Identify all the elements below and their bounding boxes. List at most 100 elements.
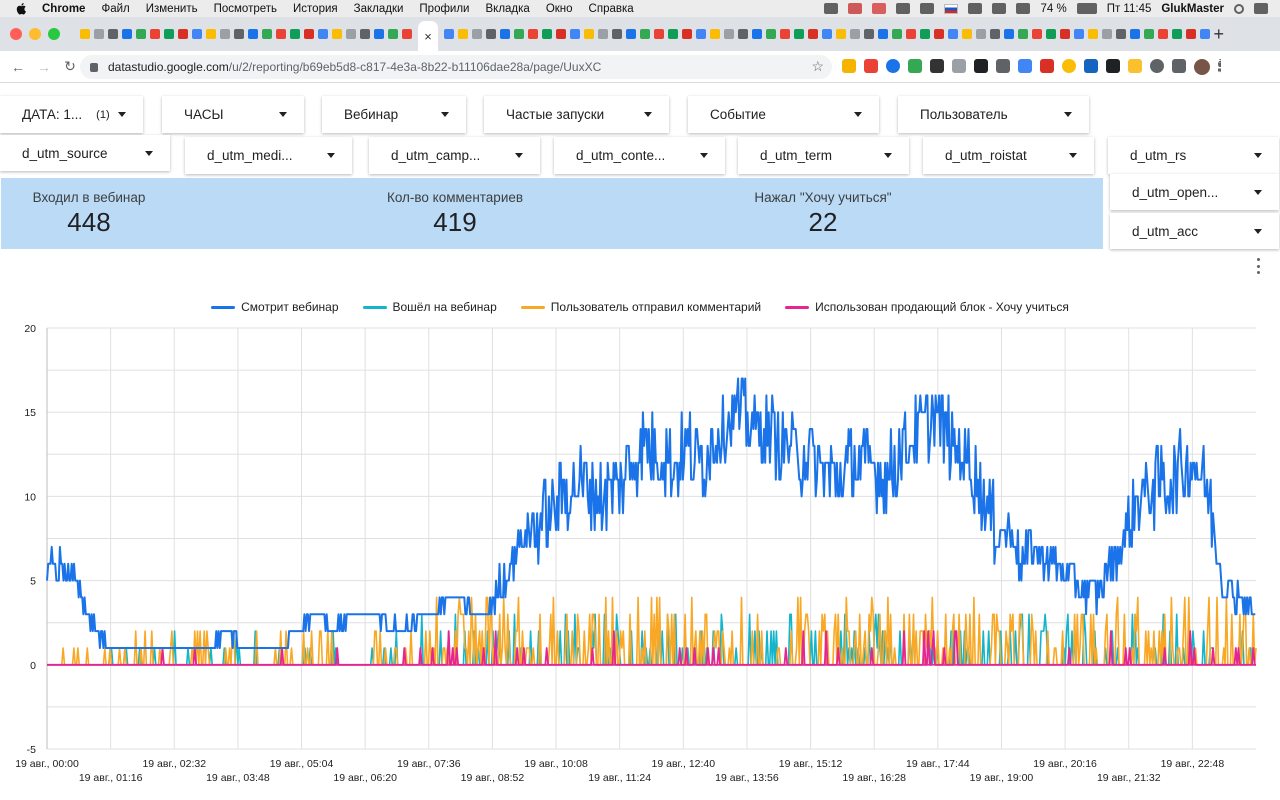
creative-cloud-icon[interactable]	[824, 3, 839, 14]
pinned-tab-favicon-icon[interactable]	[864, 29, 874, 39]
pinned-tab-favicon-icon[interactable]	[234, 29, 244, 39]
pinned-tab-favicon-icon[interactable]	[962, 29, 972, 39]
volume-icon[interactable]	[1016, 3, 1031, 14]
pinned-tab-favicon-icon[interactable]	[290, 29, 300, 39]
pinned-tab-favicon-icon[interactable]	[1158, 29, 1168, 39]
zoom-window-button[interactable]	[48, 28, 60, 40]
arrow-extension-icon[interactable]	[974, 59, 988, 73]
filter-user[interactable]: Пользователь	[898, 96, 1089, 133]
pinned-tab-favicon-icon[interactable]	[486, 29, 496, 39]
pinned-tab-favicon-icon[interactable]	[164, 29, 174, 39]
pinned-tab-favicon-icon[interactable]	[976, 29, 986, 39]
pinned-tab-favicon-icon[interactable]	[850, 29, 860, 39]
filter-date[interactable]: ДАТА: 1... (1)	[0, 96, 143, 133]
chrome-menu-icon[interactable]	[1218, 59, 1222, 73]
shield-extension-icon[interactable]	[1128, 59, 1142, 73]
bookmark-star-icon[interactable]: ☆	[811, 58, 824, 74]
xpath-extension-icon[interactable]	[930, 59, 944, 73]
pinned-tab-favicon-icon[interactable]	[836, 29, 846, 39]
pinned-tab-favicon-icon[interactable]	[556, 29, 566, 39]
pinned-tab-favicon-icon[interactable]	[304, 29, 314, 39]
extension-status-icon[interactable]	[848, 3, 863, 14]
gmail-status-icon[interactable]	[872, 3, 887, 14]
puzzle-extensions-icon[interactable]	[1172, 59, 1186, 73]
pinned-tab-favicon-icon[interactable]	[668, 29, 678, 39]
wifi-icon[interactable]	[992, 3, 1007, 14]
menu-history[interactable]: История	[293, 2, 338, 15]
pinned-tab-favicon-icon[interactable]	[1116, 29, 1126, 39]
pinned-tab-favicon-icon[interactable]	[1172, 29, 1182, 39]
lock-icon[interactable]	[90, 62, 98, 72]
pinned-tab-favicon-icon[interactable]	[374, 29, 384, 39]
pinned-tab-favicon-icon[interactable]	[220, 29, 230, 39]
control-center-icon[interactable]	[1254, 3, 1268, 14]
pinned-tab-favicon-icon[interactable]	[990, 29, 1000, 39]
bluetooth-icon[interactable]	[920, 3, 935, 14]
pinned-tab-favicon-icon[interactable]	[150, 29, 160, 39]
code-icon[interactable]	[968, 3, 983, 14]
menu-app-name[interactable]: Chrome	[42, 2, 86, 15]
legend-item-joined[interactable]: Вошёл на вебинар	[362, 299, 497, 315]
pinned-tab-favicon-icon[interactable]	[276, 29, 286, 39]
pinned-tab-favicon-icon[interactable]	[878, 29, 888, 39]
pinned-tab-favicon-icon[interactable]	[136, 29, 146, 39]
filter-utm-source[interactable]: d_utm_source	[0, 135, 170, 171]
filter-utm-roistat[interactable]: d_utm_roistat	[923, 137, 1094, 174]
pinned-tab-favicon-icon[interactable]	[640, 29, 650, 39]
new-tab-button[interactable]: +	[1213, 23, 1224, 44]
filter-hours[interactable]: ЧАСЫ	[162, 96, 304, 133]
pinned-tab-favicon-icon[interactable]	[1060, 29, 1070, 39]
menu-edit[interactable]: Изменить	[145, 2, 198, 15]
close-tab-icon[interactable]: ×	[424, 28, 432, 44]
pinned-tab-favicon-icon[interactable]	[808, 29, 818, 39]
chart-options-kebab-icon[interactable]	[1255, 258, 1261, 274]
menu-window[interactable]: Окно	[545, 2, 573, 15]
pinned-tab-favicon-icon[interactable]	[682, 29, 692, 39]
pinned-tab-favicon-icon[interactable]	[654, 29, 664, 39]
battery-icon[interactable]	[1076, 3, 1097, 14]
pinned-tab-favicon-icon[interactable]	[1074, 29, 1084, 39]
pinned-tab-favicon-icon[interactable]	[262, 29, 272, 39]
pinned-tab-favicon-icon[interactable]	[612, 29, 622, 39]
pinned-tab-favicon-icon[interactable]	[402, 29, 412, 39]
pinned-tab-favicon-icon[interactable]	[1088, 29, 1098, 39]
diamond-extension-icon[interactable]	[1040, 59, 1054, 73]
pinned-tab-favicon-icon[interactable]	[738, 29, 748, 39]
close-window-button[interactable]	[10, 28, 22, 40]
badge-extension-icon[interactable]	[1106, 59, 1120, 73]
filter-event[interactable]: Событие	[688, 96, 879, 133]
pinned-tab-favicon-icon[interactable]	[948, 29, 958, 39]
pinned-tab-favicon-icon[interactable]	[528, 29, 538, 39]
pinned-tab-favicon-icon[interactable]	[752, 29, 762, 39]
menu-bookmarks[interactable]: Закладки	[353, 2, 404, 15]
apple-icon[interactable]	[14, 2, 30, 15]
menu-profiles[interactable]: Профили	[419, 2, 470, 15]
pinned-tab-favicon-icon[interactable]	[332, 29, 342, 39]
legend-item-cta[interactable]: Использован продающий блок - Хочу учитьс…	[785, 299, 1069, 315]
pinned-tab-favicon-icon[interactable]	[920, 29, 930, 39]
pinned-tab-favicon-icon[interactable]	[626, 29, 636, 39]
filter-frequent-launches[interactable]: Частые запуски	[484, 96, 669, 133]
menu-help[interactable]: Справка	[588, 2, 634, 15]
pinned-tab-favicon-icon[interactable]	[780, 29, 790, 39]
record-extension-icon[interactable]	[1150, 59, 1164, 73]
active-tab[interactable]: ×	[418, 21, 438, 51]
pinned-tab-favicon-icon[interactable]	[598, 29, 608, 39]
menu-view[interactable]: Посмотреть	[213, 2, 278, 15]
pinned-tab-favicon-icon[interactable]	[1144, 29, 1154, 39]
pinned-tab-favicon-icon[interactable]	[542, 29, 552, 39]
pinned-tab-favicon-icon[interactable]	[80, 29, 90, 39]
analytics-extension-icon[interactable]	[842, 59, 856, 73]
pinned-tab-favicon-icon[interactable]	[1102, 29, 1112, 39]
pinned-tab-favicon-icon[interactable]	[934, 29, 944, 39]
pinned-tab-favicon-icon[interactable]	[388, 29, 398, 39]
filter-utm-medium[interactable]: d_utm_medi...	[185, 137, 352, 174]
filter-webinar[interactable]: Вебинар	[322, 96, 466, 133]
profile-avatar[interactable]	[1194, 59, 1210, 75]
pinned-tab-favicon-icon[interactable]	[1130, 29, 1140, 39]
pinned-tab-favicon-icon[interactable]	[1200, 29, 1210, 39]
pinned-tab-favicon-icon[interactable]	[570, 29, 580, 39]
filter-utm-acc[interactable]: d_utm_acc	[1110, 213, 1279, 249]
pinned-tab-favicon-icon[interactable]	[346, 29, 356, 39]
